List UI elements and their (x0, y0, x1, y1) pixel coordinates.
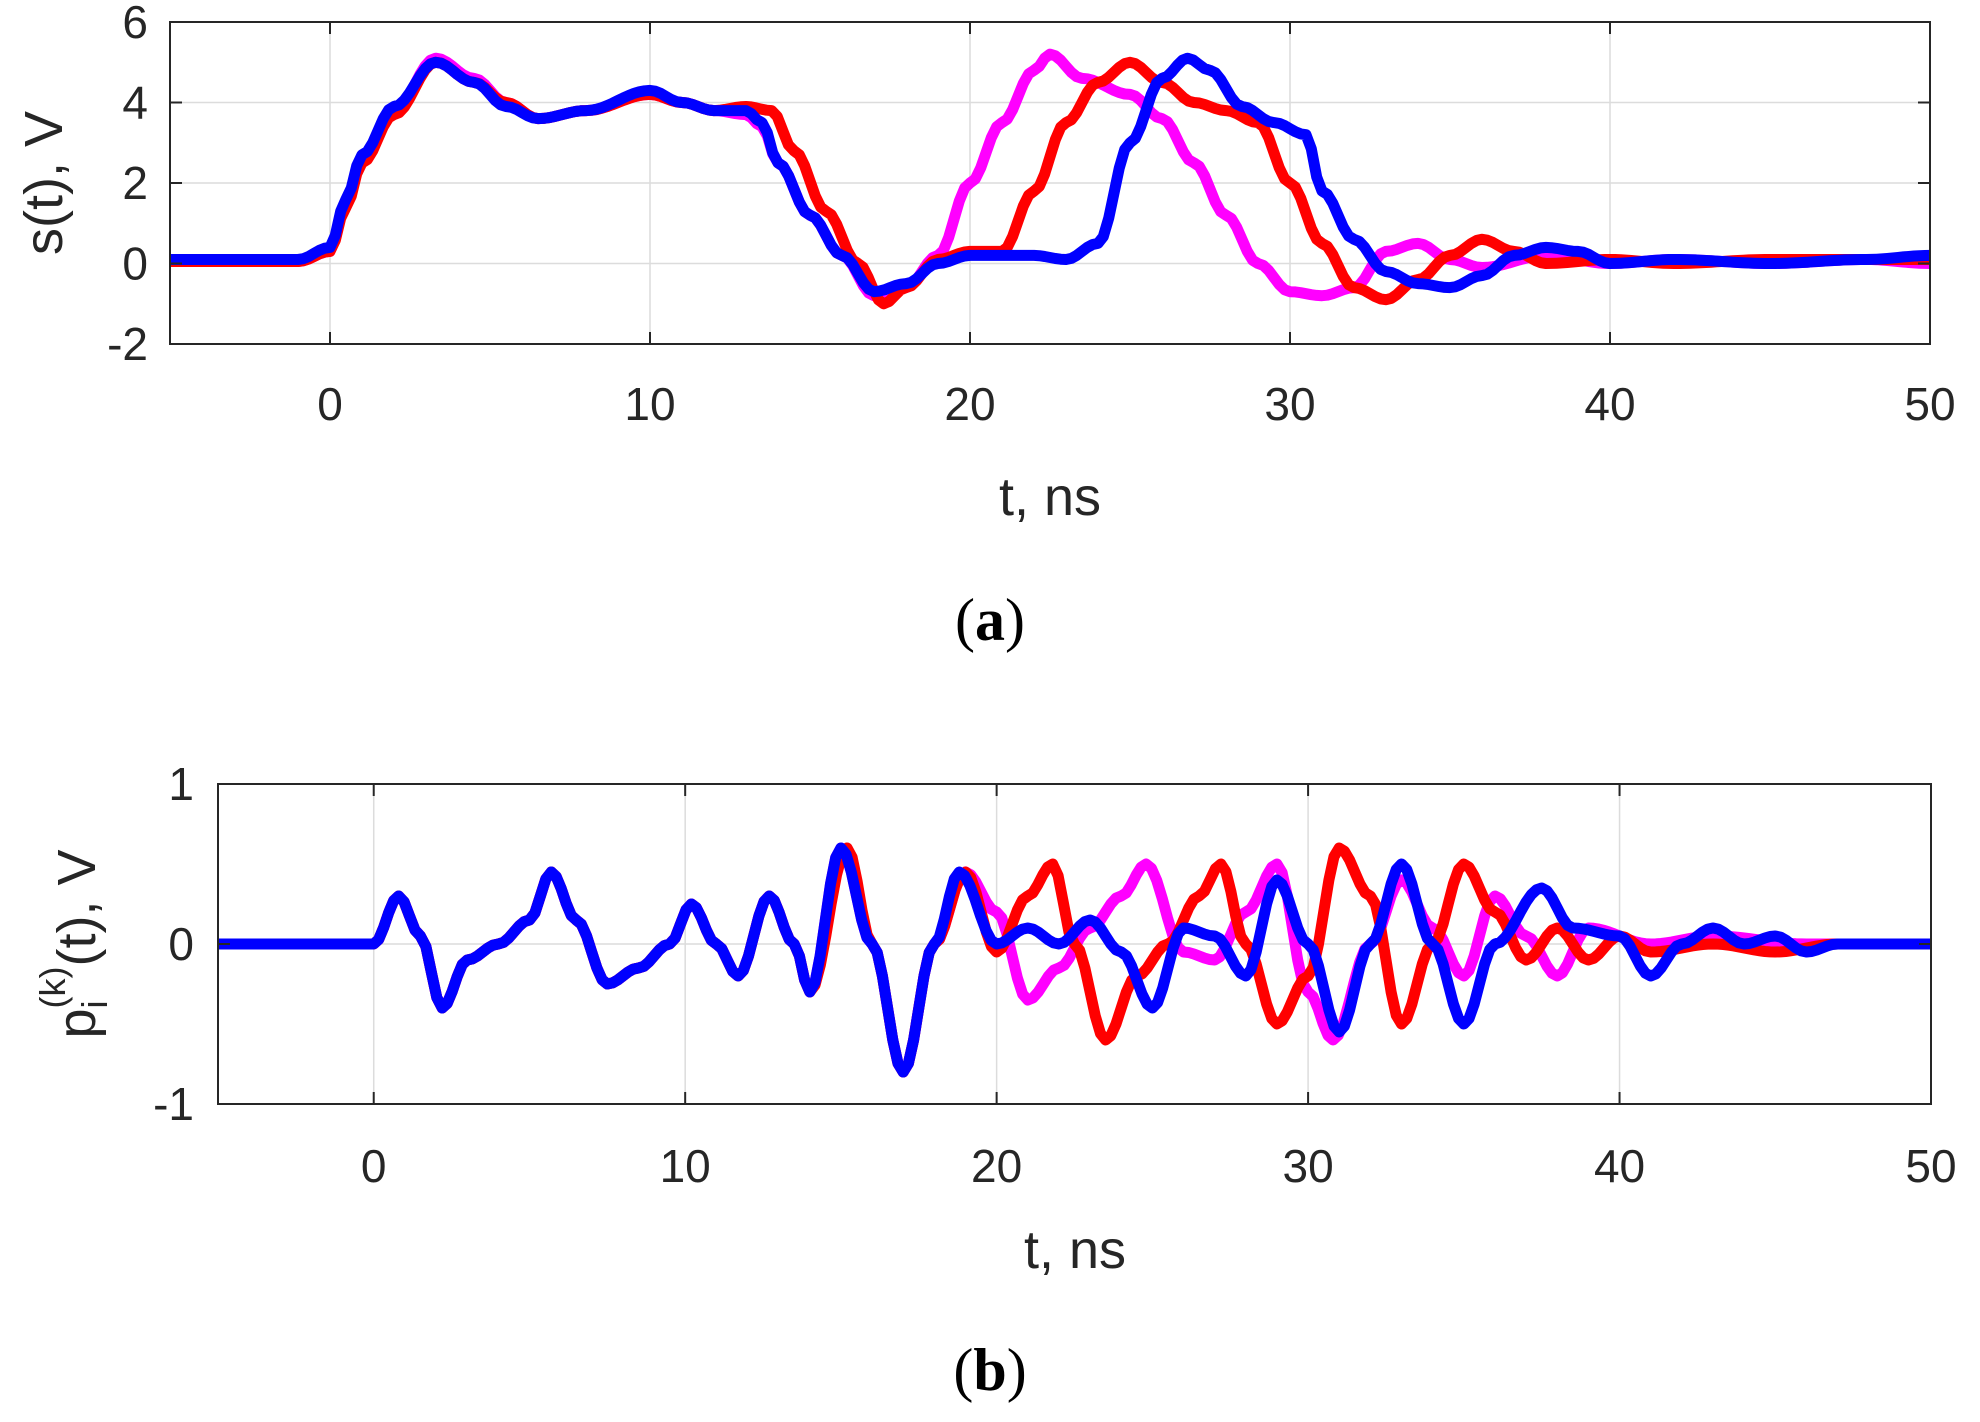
x-tick-label-b: 20 (971, 1140, 1022, 1192)
y-tick-label-a: 6 (122, 0, 148, 48)
x-tick-label-a: 40 (1584, 378, 1635, 430)
series-line-blue-a (170, 52, 1930, 298)
x-tick-label-b: 0 (361, 1140, 387, 1192)
caption-b-letter: b (973, 1337, 1006, 1403)
y-tick-label-a: 4 (122, 77, 148, 129)
ticks-b: 0 10 20 30 40 50 -1 0 1 (153, 758, 1956, 1192)
x-tick-label-b: 50 (1905, 1140, 1956, 1192)
y-tick-label-a: 2 (122, 157, 148, 209)
y-tick-label-a: -2 (107, 318, 148, 370)
x-tick-label-a: 20 (944, 378, 995, 430)
y-axis-label-b-sup: (k) (32, 966, 73, 1008)
panel-a: 0 10 20 30 40 50 -2 0 2 4 6 t, ns s(t), V (a) (14, 0, 1956, 653)
y-axis-label-b-sub: i (74, 1000, 115, 1008)
x-tick-label-b: 40 (1594, 1140, 1645, 1192)
ticks-a: 0 10 20 30 40 50 -2 0 2 4 6 (107, 0, 1955, 430)
series-group-a (170, 48, 1930, 310)
x-axis-label-b: t, ns (1024, 1220, 1126, 1280)
caption-b: (b) (953, 1337, 1026, 1403)
y-axis-label-a: s(t), V (14, 111, 74, 255)
panel-b: 0 10 20 30 40 50 -1 0 1 t, ns pi(k)(t), V (b) (32, 758, 1957, 1403)
y-tick-label-a: 0 (122, 238, 148, 290)
caption-a: (a) (955, 587, 1025, 653)
series-line-blue-b (218, 842, 1931, 1078)
caption-a-letter: a (975, 587, 1005, 653)
y-axis-label-b-rest: (t), V (47, 849, 107, 966)
x-tick-label-a: 30 (1264, 378, 1315, 430)
y-tick-label-b: 0 (168, 918, 194, 970)
x-tick-label-b: 10 (660, 1140, 711, 1192)
y-tick-label-b: 1 (168, 758, 194, 810)
x-tick-label-a: 50 (1904, 378, 1955, 430)
caption-b-open: ( (953, 1337, 973, 1403)
x-tick-label-a: 10 (624, 378, 675, 430)
x-axis-label-a: t, ns (999, 467, 1101, 527)
y-tick-label-b: -1 (153, 1078, 194, 1130)
y-axis-label-b: pi(k)(t), V (32, 849, 115, 1038)
series-group-b (218, 842, 1931, 1078)
caption-a-close: ) (1005, 587, 1025, 653)
caption-b-close: ) (1007, 1337, 1027, 1403)
caption-a-open: ( (955, 587, 975, 653)
x-tick-label-b: 30 (1283, 1140, 1334, 1192)
x-tick-label-a: 0 (317, 378, 343, 430)
y-axis-label-b-base: p (47, 1008, 107, 1038)
